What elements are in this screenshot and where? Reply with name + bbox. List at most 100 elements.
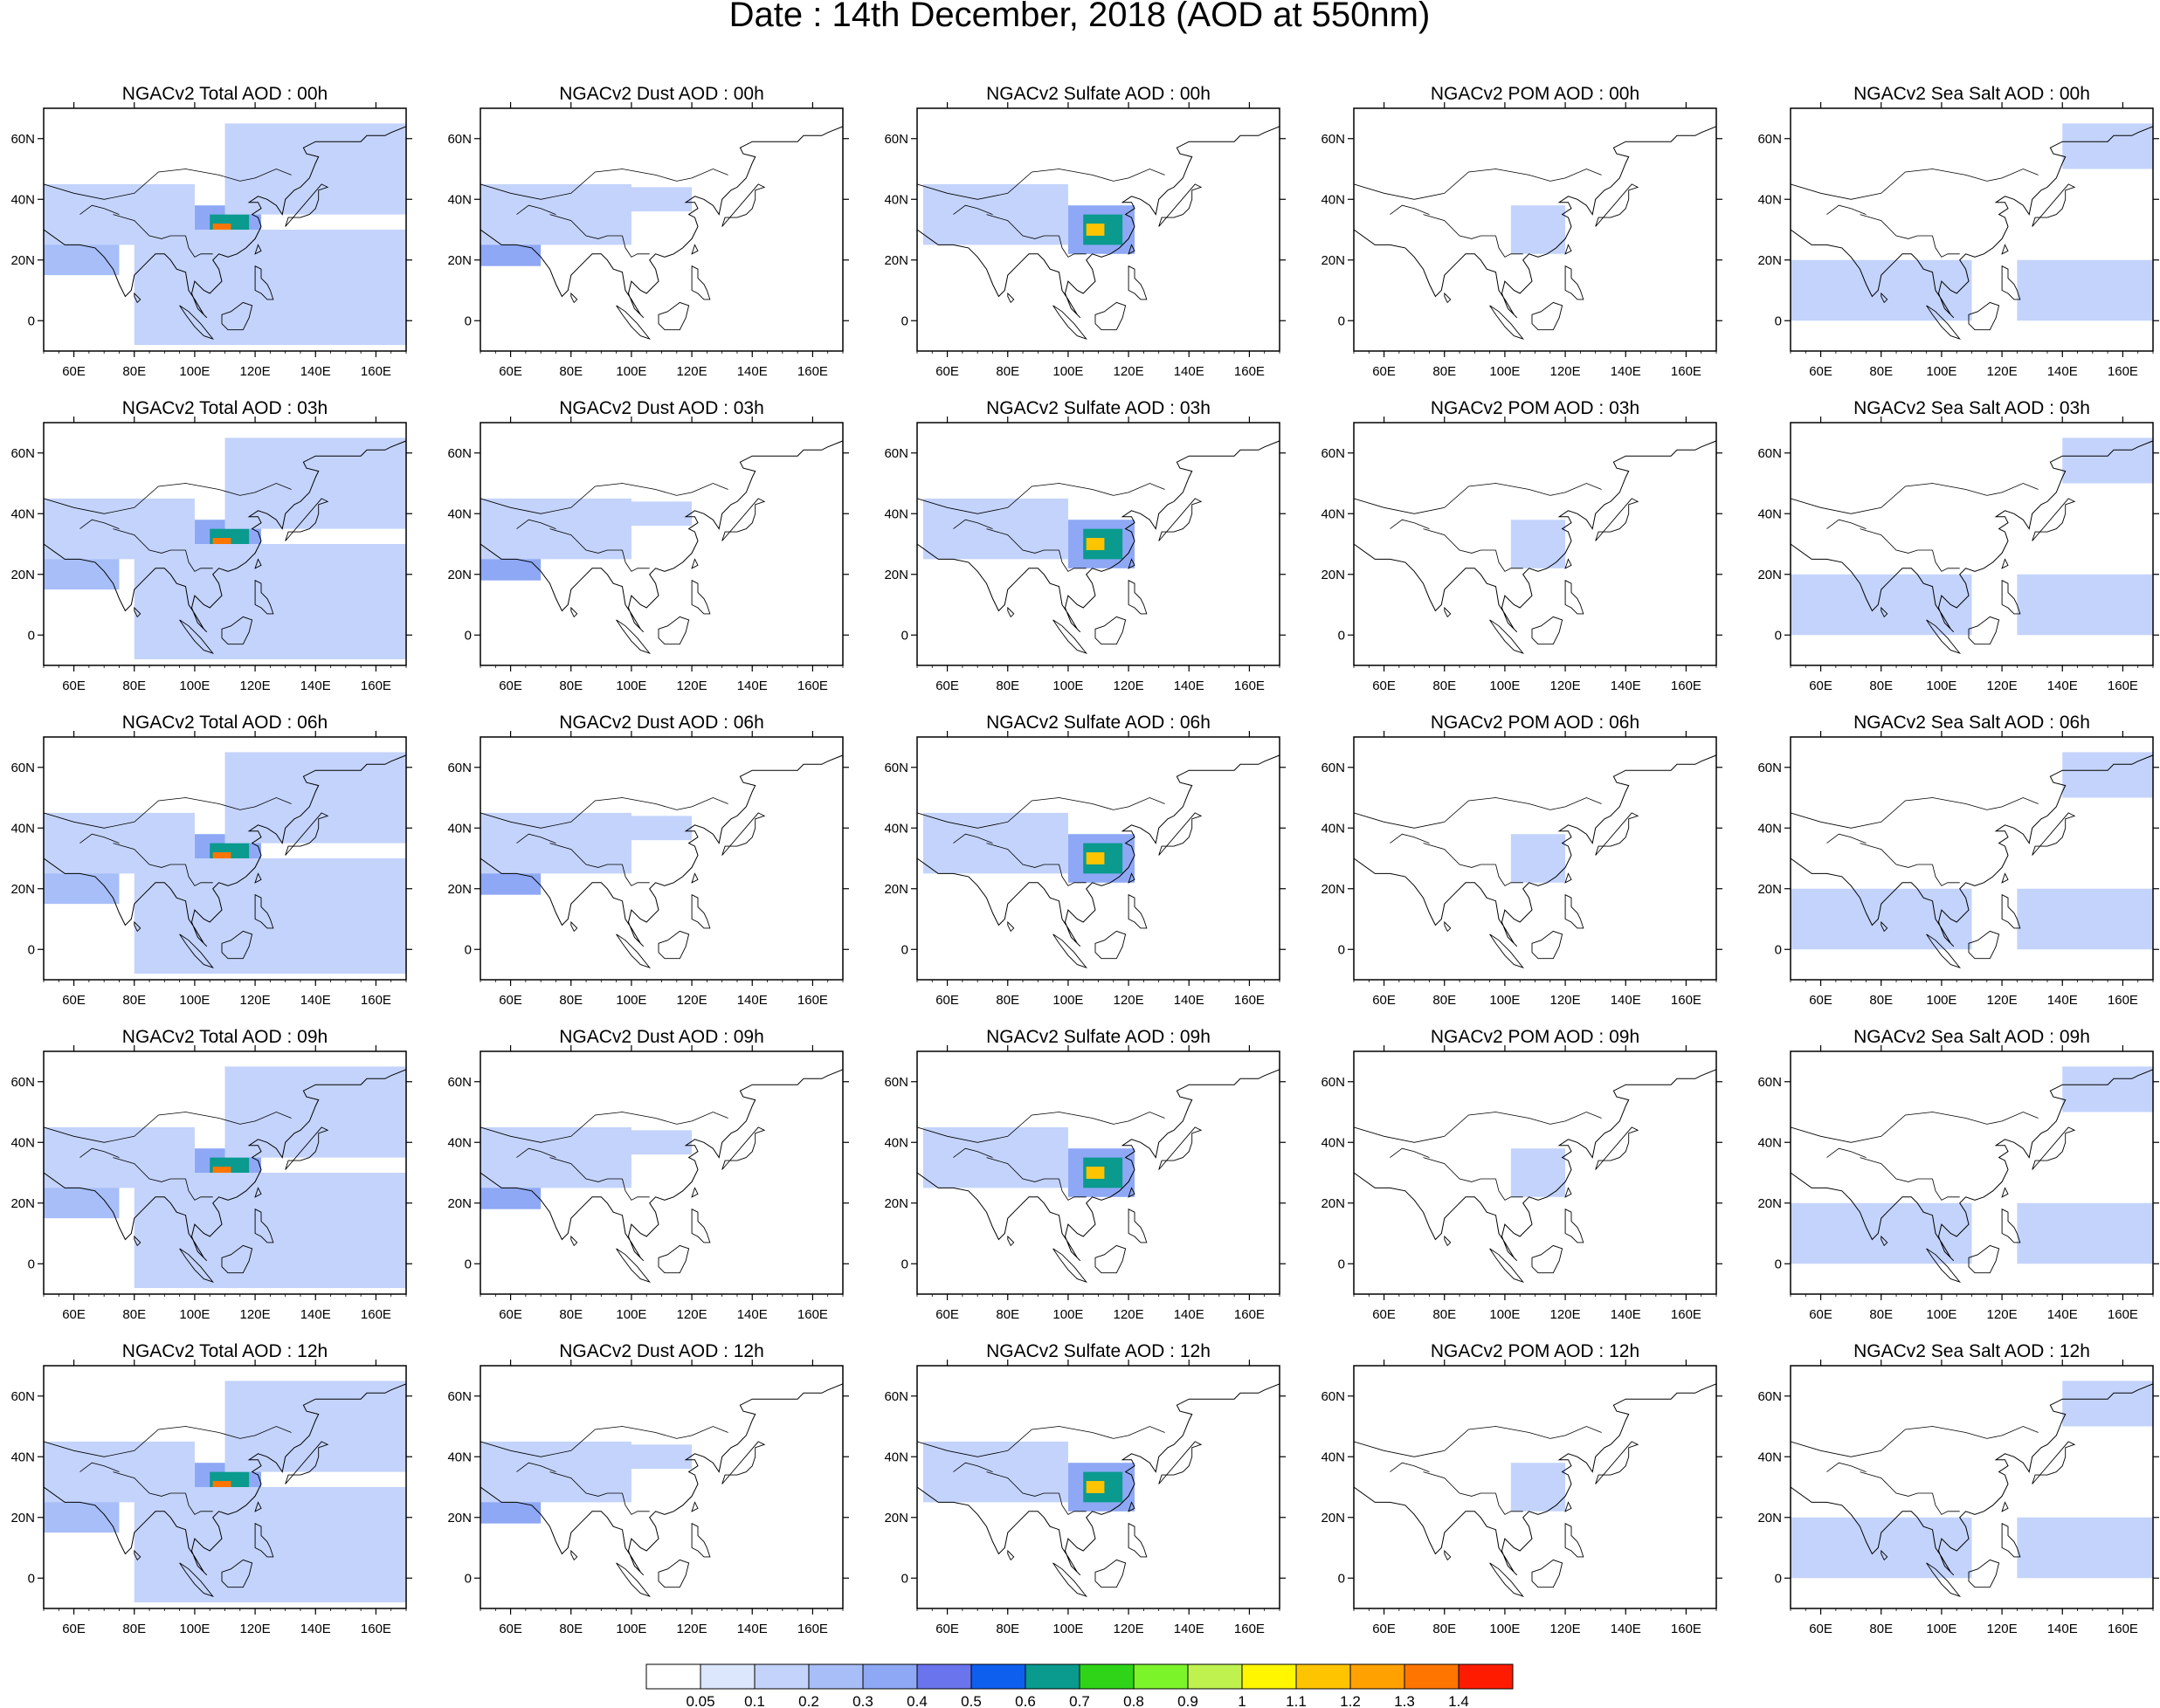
coastline: [1354, 126, 1716, 319]
aod-field-cell: [1510, 1463, 1566, 1512]
country-border: [1791, 1112, 2039, 1143]
lon-tick-label: 60E: [1809, 364, 1832, 379]
colorbar-swatch: [916, 1663, 972, 1690]
lon-tick-label: 100E: [1052, 993, 1083, 1008]
island-outline: [134, 1235, 141, 1247]
colorbar-label: 0.9: [1177, 1693, 1198, 1708]
coastline: [480, 440, 843, 633]
panel-title: NGACv2 Dust AOD : 06h: [559, 713, 764, 733]
island-outline: [179, 933, 215, 969]
panel-title: NGACv2 Sulfate AOD : 03h: [986, 398, 1211, 418]
colorbar-swatch: [700, 1663, 756, 1690]
lat-tick-label: 40N: [884, 821, 908, 836]
island-outline: [254, 1501, 262, 1512]
country-border: [1826, 1147, 1867, 1158]
lat-tick-label: 0: [1775, 1257, 1782, 1271]
colorbar-swatch: [808, 1663, 864, 1690]
lon-tick-label: 120E: [1550, 1622, 1581, 1636]
lon-tick-label: 160E: [797, 1307, 828, 1322]
lon-tick-label: 120E: [240, 1622, 271, 1636]
island-outline: [1128, 1501, 1135, 1512]
country-border: [113, 1157, 186, 1182]
panel-title: NGACv2 Sea Salt AOD : 00h: [1853, 84, 2090, 104]
lon-tick-label: 80E: [559, 678, 583, 693]
country-border: [1423, 528, 1496, 554]
lat-tick-label: 40N: [884, 1450, 908, 1464]
lon-tick-label: 140E: [737, 678, 768, 693]
lat-tick-label: 60N: [10, 761, 35, 775]
island-outline: [1444, 1235, 1452, 1247]
lon-tick-label: 140E: [1611, 678, 1641, 693]
island-outline: [1052, 305, 1088, 341]
lon-tick-label: 120E: [1550, 364, 1581, 379]
map-panel-pom-12h: NGACv2 POM AOD : 12h 60E 80E 100E 120E 140E 16…: [1321, 1341, 1722, 1636]
island-outline: [691, 1208, 711, 1243]
island-outline: [1444, 920, 1452, 933]
lon-tick-label: 120E: [240, 993, 271, 1008]
island-outline: [134, 920, 141, 933]
colorbar-label: 0.2: [798, 1693, 819, 1708]
country-border: [917, 169, 1165, 200]
lon-tick-label: 120E: [1987, 678, 2018, 693]
aod-field-cell: [2017, 1202, 2153, 1264]
lat-tick-label: 20N: [884, 1196, 908, 1211]
country-border: [1791, 797, 2039, 829]
island-outline: [1007, 1235, 1015, 1247]
lon-tick-label: 160E: [361, 1622, 391, 1636]
lat-tick-label: 20N: [884, 882, 908, 897]
map-panel-dust-12h: NGACv2 Dust AOD : 12h 60E 80E 100E 120E 140E 1…: [447, 1341, 849, 1636]
lat-tick-label: 20N: [884, 253, 908, 268]
map-panel-seasalt-06h: NGACv2 Sea Salt AOD : 06h 60E 80E 100E 120E 1…: [1757, 713, 2159, 1008]
island-outline: [1128, 558, 1135, 569]
island-outline: [1926, 933, 1962, 969]
lon-tick-label: 120E: [677, 993, 707, 1008]
lon-tick-label: 60E: [62, 993, 86, 1008]
lon-tick-label: 100E: [179, 364, 210, 379]
island-outline: [254, 579, 274, 615]
island-outline: [1531, 301, 1563, 331]
country-border: [953, 519, 993, 529]
country-border: [79, 1147, 120, 1158]
coastline: [44, 1069, 406, 1262]
country-border: [79, 833, 120, 844]
aod-field-cell: [1086, 224, 1105, 236]
lon-tick-label: 60E: [1372, 1622, 1396, 1636]
lon-tick-label: 60E: [935, 678, 959, 693]
lat-tick-label: 0: [28, 1257, 35, 1271]
island-outline: [1128, 872, 1135, 884]
panel-title: NGACv2 POM AOD : 00h: [1431, 84, 1639, 104]
panel-title: NGACv2 Dust AOD : 12h: [559, 1341, 764, 1361]
lat-tick-label: 0: [465, 313, 472, 328]
aod-field-cell: [2062, 437, 2153, 484]
lon-tick-label: 140E: [2047, 364, 2078, 379]
lon-tick-label: 100E: [616, 364, 646, 379]
lon-tick-label: 80E: [122, 678, 146, 693]
lat-tick-label: 40N: [10, 192, 35, 207]
panel-title: NGACv2 POM AOD : 12h: [1431, 1341, 1639, 1361]
lat-tick-label: 60N: [1757, 761, 1782, 775]
lat-tick-label: 60N: [1757, 1389, 1782, 1404]
island-outline: [1128, 1187, 1135, 1198]
lon-tick-label: 140E: [1611, 1307, 1641, 1322]
map-panel-total-12h: NGACv2 Total AOD : 12h 60E 80E 100E 120E 140E…: [10, 1341, 412, 1636]
lat-tick-label: 20N: [447, 882, 472, 897]
lat-tick-label: 20N: [10, 1511, 35, 1525]
island-outline: [1128, 1208, 1148, 1243]
lat-tick-label: 20N: [447, 568, 472, 582]
panel-title: NGACv2 POM AOD : 06h: [1431, 713, 1639, 733]
lat-tick-label: 20N: [1757, 1196, 1782, 1211]
coastline: [44, 126, 406, 319]
lon-tick-label: 100E: [1052, 1622, 1083, 1636]
lat-tick-label: 40N: [447, 1450, 472, 1464]
country-border: [113, 1471, 186, 1497]
lat-tick-label: 0: [1338, 942, 1345, 957]
lon-tick-label: 60E: [62, 1307, 86, 1322]
colorbar-label: 0.05: [686, 1693, 714, 1708]
lat-tick-label: 0: [465, 1257, 472, 1271]
lat-tick-label: 0: [28, 628, 35, 643]
lon-tick-label: 100E: [179, 1622, 210, 1636]
country-border: [986, 843, 1059, 868]
lon-tick-label: 160E: [797, 678, 828, 693]
island-outline: [691, 1522, 711, 1558]
country-border: [986, 528, 1059, 554]
